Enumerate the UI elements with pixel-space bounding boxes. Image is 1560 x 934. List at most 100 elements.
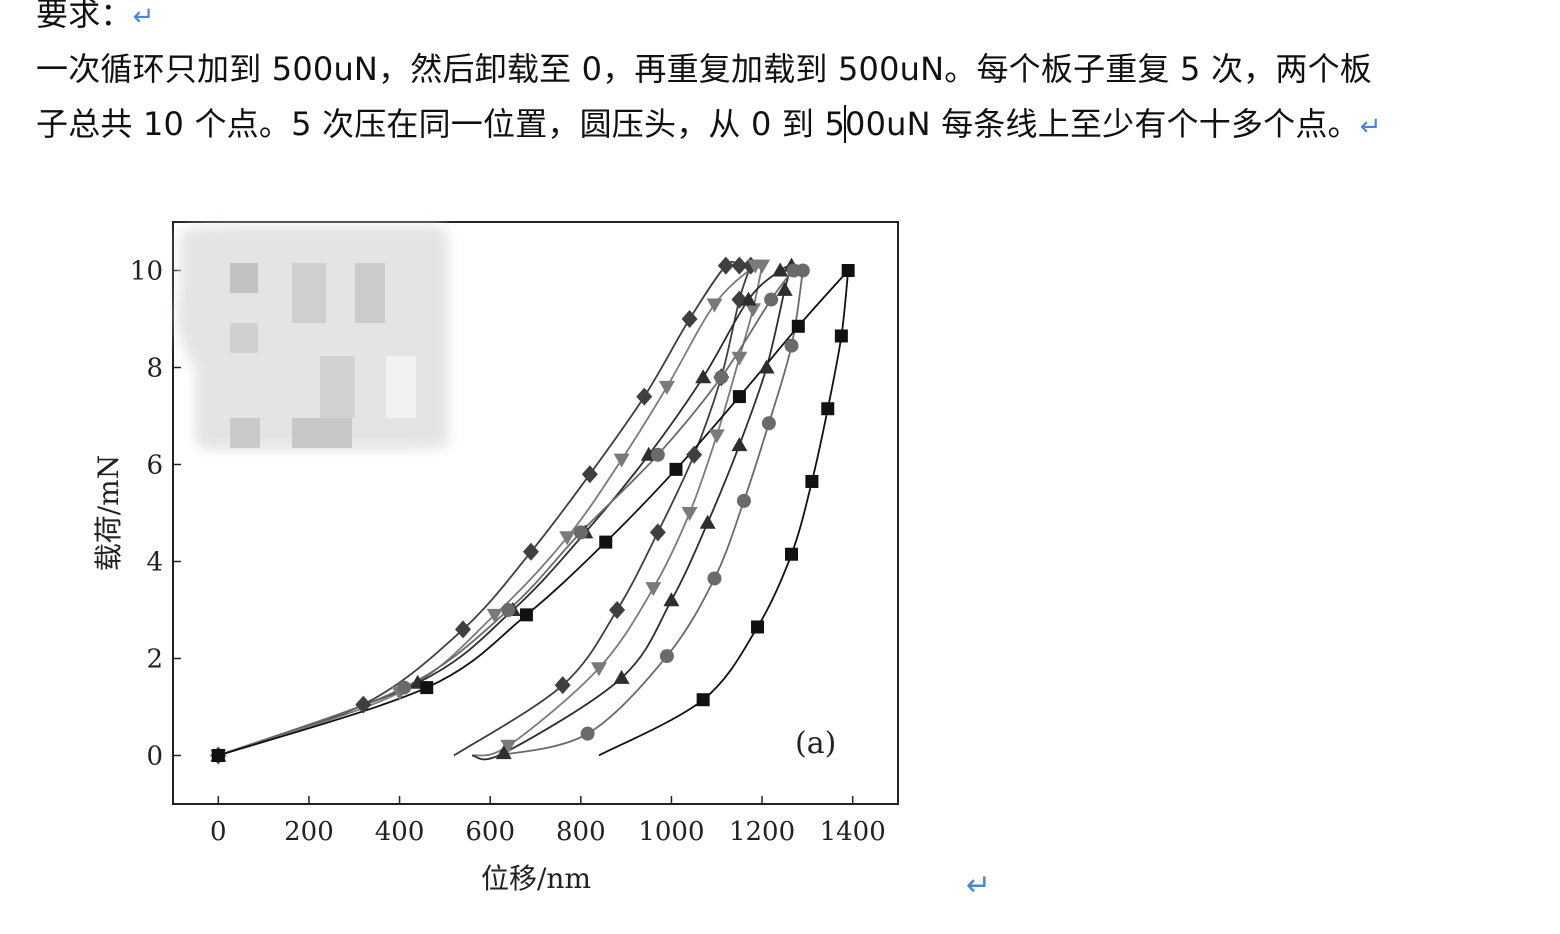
data-point-circle [707,571,722,586]
data-point-triangle-up [772,262,789,277]
data-point-diamond [581,465,598,484]
requirements-text-line-1: 一次循环只加到 500uN，然后卸载至 0，再重复加载到 500uN。每个板子重… [36,49,1372,89]
paragraph-mark-icon: ↵ [132,2,155,32]
x-tick-label: 400 [375,817,425,847]
data-markers [210,256,855,765]
data-point-diamond [522,542,539,561]
legend-pixel-block [230,418,260,448]
data-point-triangle-up [695,369,712,384]
legend-pixel-block [292,263,326,323]
data-point-square [669,462,683,476]
data-point-square [519,608,533,622]
loading-curve [218,269,849,757]
data-point-square [211,749,225,762]
data-point-triangle-up [495,745,512,760]
paragraph-mark-icon: ↵ [966,868,992,903]
x-tick-label: 1000 [638,817,704,847]
data-point-diamond [636,387,653,406]
data-point-circle [659,649,674,664]
data-point-square [751,620,765,634]
data-point-diamond [609,601,626,619]
paragraph-mark-icon: ↵ [1359,112,1382,142]
data-point-circle [714,370,729,385]
data-point-circle [764,292,779,307]
legend-pixel-block [386,356,416,418]
data-point-square [791,319,805,333]
data-point-square [420,681,434,695]
y-tick-label: 10 [130,257,163,287]
data-point-circle [761,416,776,431]
requirements-text-line-2[interactable]: 子总共 10 个点。5 次压在同一位置，圆压头，从 0 到 500uN 每条线上… [36,104,1382,147]
data-point-circle [795,263,810,278]
legend-pixel-block [230,263,258,293]
data-point-circle [501,603,516,617]
y-tick-label: 2 [146,645,163,675]
x-tick-label: 1400 [820,817,886,847]
body-text-line-1: 一次循环只加到 500uN，然后卸载至 0，再重复加载到 500uN。每个板子重… [36,50,1372,88]
data-point-square [696,693,710,707]
data-point-square [805,474,819,488]
text-cursor [844,105,847,143]
data-point-diamond [731,256,748,275]
legend-pixel-block [292,418,352,448]
legend-pixel-block [230,323,258,353]
data-point-diamond [681,310,698,328]
data-point-triangle-down [613,453,630,468]
data-point-triangle-down [486,608,503,623]
chart-svg: 0 200 400 600 800 1000 1200 1400 0 2 4 6 8 10 (a) 位移/… [92,221,899,895]
data-point-diamond [717,256,734,275]
unloading-curve [499,270,804,757]
data-point-triangle-down [754,259,771,274]
data-point-triangle-down [658,380,675,395]
data-point-circle [650,447,665,462]
load-displacement-figure[interactable]: 0 200 400 600 800 1000 1200 1400 0 2 4 6 8 10 (a) 位移/… [30,178,940,908]
legend-pixel-block [320,356,355,418]
unloading-curve [471,265,763,757]
data-point-circle [784,338,799,353]
data-point-triangle-down [500,739,517,754]
x-axis-label: 位移/nm [481,862,591,895]
data-point-circle [573,525,588,540]
data-point-square [785,547,799,561]
y-tick-label: 8 [146,354,163,384]
body-text-line-2b: 00uN 每条线上至少有个十多个点。 [845,105,1360,143]
y-tick-label: 4 [146,548,163,578]
requirements-heading: 要求：↵ [36,0,155,37]
x-tick-label: 600 [465,817,515,847]
data-point-square [821,402,835,416]
data-point-triangle-down [559,531,576,546]
panel-label: (a) [795,726,836,761]
blurred-legend [177,226,448,450]
axis-ticks: 0 200 400 600 800 1000 1200 1400 0 2 4 6 8 10 [130,257,886,848]
data-point-circle [397,680,412,695]
data-point-triangle-up [776,281,793,296]
x-tick-label: 200 [284,817,334,847]
data-point-diamond [455,620,471,639]
x-tick-label: 0 [210,817,227,847]
data-point-triangle-down [745,303,761,318]
data-point-triangle-down [645,582,662,597]
data-point-diamond [686,445,703,464]
data-point-square [599,535,613,549]
data-point-circle [580,726,595,741]
data-point-square [834,329,848,343]
data-point-circle [736,493,751,508]
data-point-triangle-up [731,437,748,452]
data-point-triangle-down [731,351,748,366]
y-axis-label: 载荷/mN [92,455,125,572]
y-tick-label: 6 [146,451,163,481]
data-point-triangle-up [699,514,716,529]
data-point-diamond [554,676,571,695]
data-point-triangle-up [613,669,630,684]
data-point-diamond [731,290,748,309]
data-point-diamond [649,523,666,542]
x-tick-label: 800 [556,817,606,847]
data-point-square [841,264,855,277]
data-point-triangle-down [708,429,725,444]
data-point-triangle-down [590,662,607,677]
body-text-line-2a: 子总共 10 个点。5 次压在同一位置，圆压头，从 0 到 5 [36,105,846,143]
data-point-triangle-down [706,298,723,313]
data-point-diamond [355,695,372,714]
data-point-square [732,390,746,404]
legend-pixel-block [355,263,385,323]
